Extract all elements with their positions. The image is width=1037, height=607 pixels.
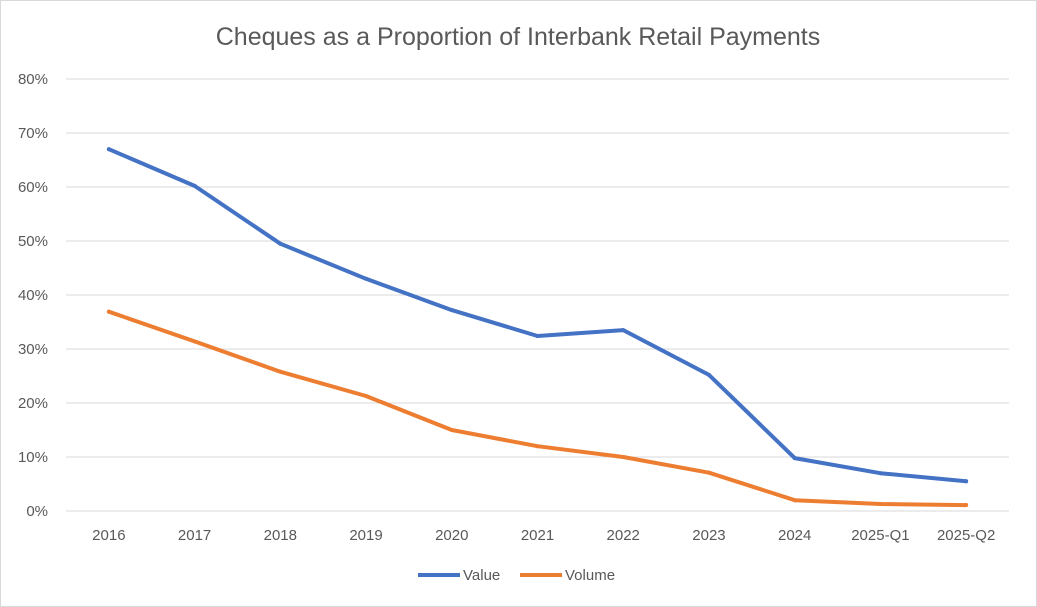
data-point-volume — [106, 309, 111, 314]
data-point-volume — [364, 393, 369, 398]
series-lines — [106, 147, 969, 508]
legend-label: Value — [463, 567, 500, 584]
data-point-volume — [706, 470, 711, 475]
y-axis-ticks: 0% 10% 20% 30% 40% 50% 60% 70% 80% — [18, 71, 48, 520]
legend-item-volume[interactable]: Volume — [520, 567, 615, 584]
y-tick-label: 40% — [18, 287, 48, 304]
data-point-volume — [278, 369, 283, 374]
data-point-value — [278, 241, 283, 246]
data-point-volume — [792, 498, 797, 503]
y-tick-label: 20% — [18, 395, 48, 412]
data-point-value — [192, 183, 197, 188]
data-point-value — [364, 276, 369, 281]
x-tick-label: 2020 — [435, 527, 468, 544]
data-point-value — [449, 308, 454, 313]
x-tick-label: 2025-Q1 — [851, 527, 909, 544]
data-point-value — [792, 456, 797, 461]
data-point-volume — [878, 501, 883, 506]
x-tick-label: 2024 — [778, 527, 811, 544]
y-tick-label: 10% — [18, 449, 48, 466]
data-point-value — [535, 334, 540, 339]
data-point-value — [964, 479, 969, 484]
x-tick-label: 2017 — [178, 527, 211, 544]
x-tick-label: 2018 — [264, 527, 297, 544]
data-point-volume — [192, 339, 197, 344]
x-tick-label: 2019 — [349, 527, 382, 544]
y-tick-label: 30% — [18, 341, 48, 358]
series-line-value — [106, 147, 969, 484]
data-point-volume — [621, 455, 626, 459]
y-tick-label: 70% — [18, 125, 48, 142]
x-tick-label: 2016 — [92, 527, 125, 544]
x-tick-label: 2021 — [521, 527, 554, 544]
legend-label: Volume — [565, 567, 615, 584]
series-line-volume — [106, 309, 969, 508]
data-point-value — [621, 328, 626, 333]
x-tick-label: 2023 — [692, 527, 725, 544]
x-tick-label: 2025-Q2 — [937, 527, 995, 544]
y-tick-label: 50% — [18, 233, 48, 250]
data-point-value — [878, 471, 883, 476]
data-point-volume — [535, 444, 540, 449]
grid-lines — [66, 78, 1009, 512]
y-tick-label: 80% — [18, 71, 48, 88]
chart-title: Cheques as a Proportion of Interbank Ret… — [216, 23, 821, 51]
legend[interactable]: Value Volume — [418, 567, 615, 584]
x-tick-label: 2022 — [607, 527, 640, 544]
legend-item-value[interactable]: Value — [418, 567, 500, 584]
y-tick-label: 0% — [26, 503, 48, 520]
data-point-value — [706, 372, 711, 377]
data-point-volume — [449, 428, 454, 432]
y-tick-label: 60% — [18, 179, 48, 196]
data-point-volume — [964, 503, 969, 508]
data-point-value — [106, 147, 111, 152]
x-axis-ticks: 2016 2017 2018 2019 2020 2021 2022 2023 2024 2025… — [92, 527, 995, 544]
